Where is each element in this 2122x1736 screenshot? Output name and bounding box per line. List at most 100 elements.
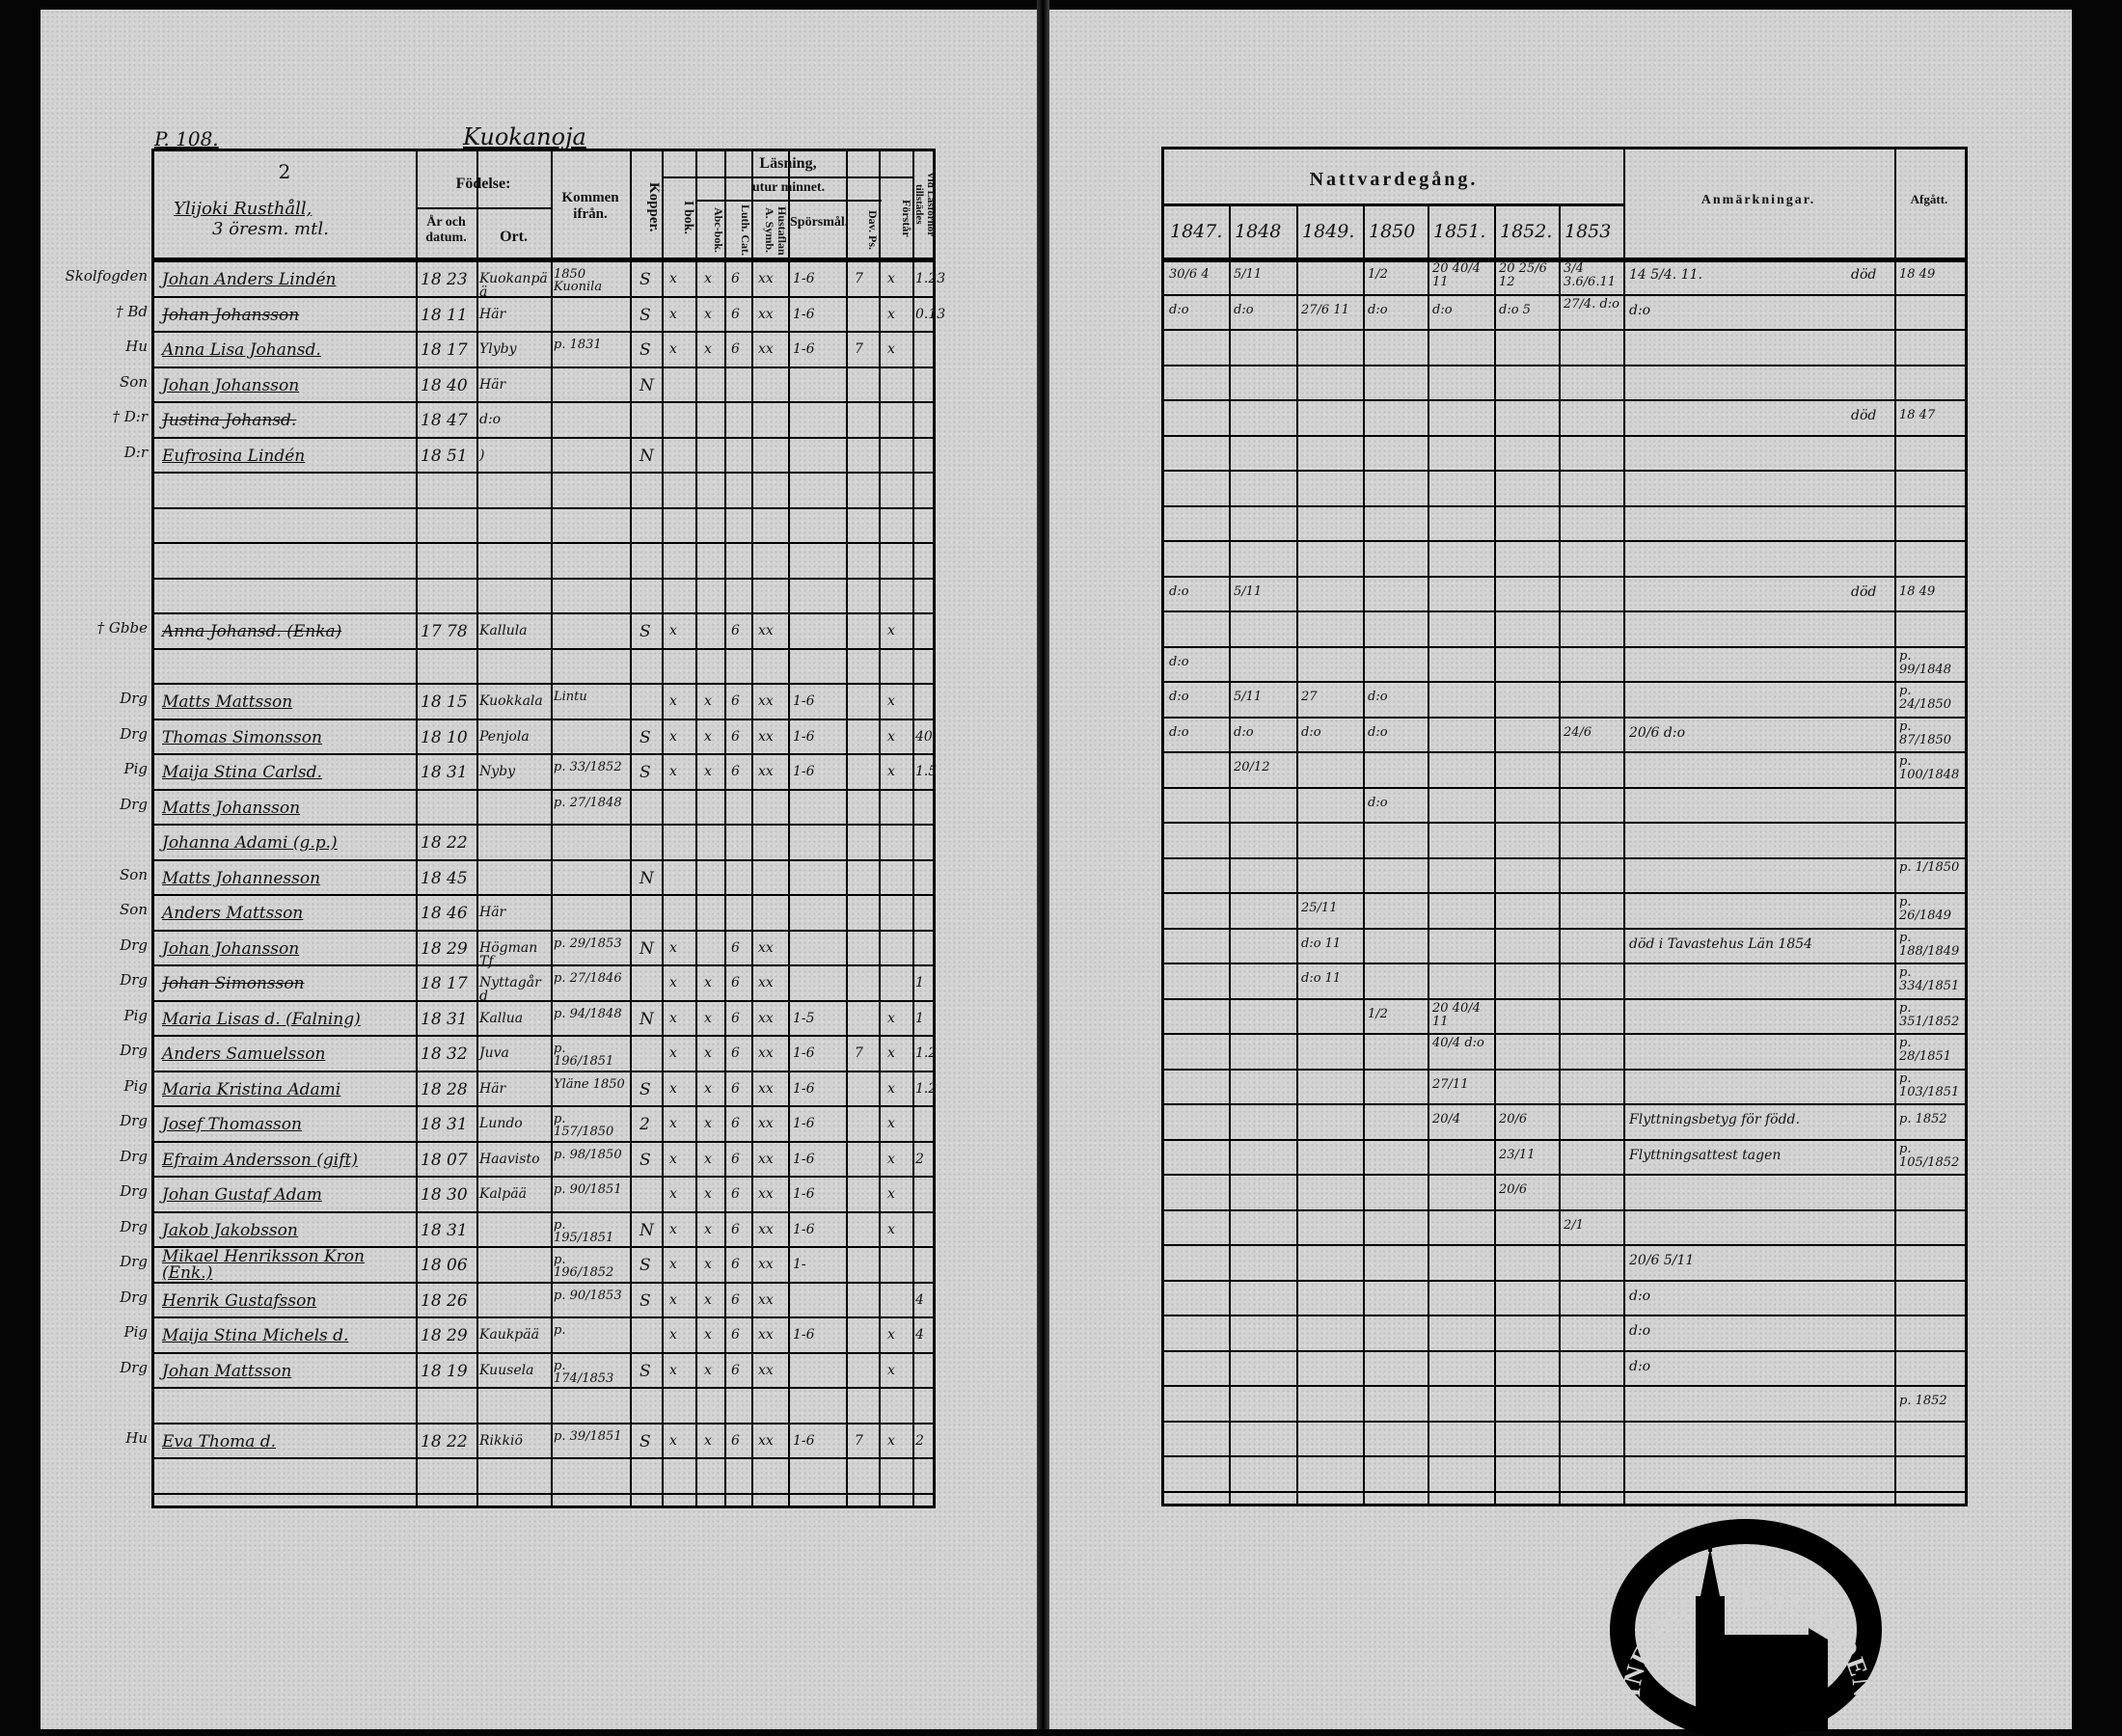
reading-mark: xx (758, 975, 774, 990)
person-name: Johan Mattsson (162, 1361, 292, 1381)
reading-mark: 6 (731, 1151, 740, 1167)
moved-from: p. 196/1852 (554, 1253, 614, 1280)
smallpox-mark: S (639, 763, 651, 782)
birth-date: 18 07 (421, 1150, 468, 1170)
smallpox-mark: S (639, 622, 651, 641)
row-divider (1164, 1068, 1965, 1071)
person-name: Maria Kristina Adami (162, 1079, 341, 1099)
row-divider (1164, 1208, 1965, 1211)
row-divider (1164, 1385, 1965, 1387)
communion-date: 27/11 (1432, 1076, 1469, 1092)
communion-table: Nattvardegång. Anmärkningar. Afgått. 184… (1161, 147, 1968, 1506)
column-number: 2 (278, 160, 291, 183)
birth-place: Ylyby (479, 341, 517, 357)
header-kommen-ifran: Kommen ifrån. (561, 190, 619, 223)
book-gutter (1037, 0, 1049, 1729)
reading-mark: x (887, 1010, 895, 1026)
margin-note: Drg (120, 1042, 148, 1059)
communion-date: d:o (1169, 583, 1189, 599)
birth-place: Juva (479, 1045, 509, 1061)
person-name: Johan Johansson (162, 305, 300, 325)
reading-mark: 1 (915, 1010, 924, 1026)
row-divider (1164, 856, 1965, 859)
reading-mark: xx (758, 1327, 774, 1343)
reading-mark: 6 (731, 1327, 740, 1343)
communion-date: 24/6 (1564, 724, 1592, 740)
reading-mark: 4 (915, 1291, 924, 1308)
reading-mark: 7 (855, 271, 863, 286)
reading-mark: x (887, 693, 895, 709)
moved-from: p. 196/1851 (554, 1042, 614, 1069)
header-afgatt: Afgått. (1910, 192, 1948, 206)
column-divider (912, 151, 914, 1505)
moved-from: p. 98/1850 (554, 1147, 622, 1162)
row-divider (1164, 927, 1965, 930)
reading-mark: x (704, 306, 712, 322)
reading-mark: 1.23 (915, 271, 946, 286)
header-nattvardegang: Nattvardegång. (1309, 169, 1479, 190)
person-name: Anna Lisa Johansd. (162, 340, 321, 360)
birth-date: 18 31 (421, 1115, 468, 1134)
remark: d:o (1629, 302, 1651, 318)
departure-note: p. 24/1850 (1899, 684, 1952, 712)
reading-mark: x (669, 623, 677, 638)
remark: död i Tavastehus Län 1854 (1629, 936, 1813, 952)
row-divider (1164, 1315, 1965, 1316)
row-divider (1164, 1103, 1965, 1105)
margin-note: Pig (123, 1006, 149, 1024)
reading-mark: x (669, 939, 677, 956)
person-name: Johanna Adami (g.p.) (162, 833, 338, 853)
birth-date: 18 46 (421, 904, 468, 923)
column-divider (1428, 203, 1429, 1504)
reading-mark: x (887, 271, 895, 286)
margin-note: Son (120, 372, 148, 391)
header-forstar: Förstår (900, 199, 913, 237)
reading-mark: x (704, 341, 712, 357)
reading-mark: x (704, 1186, 712, 1202)
reading-mark: 1-6 (793, 1151, 815, 1167)
communion-date: 25/11 (1301, 901, 1338, 915)
communion-date: 30/6 4 (1169, 267, 1210, 282)
reading-mark: 1-6 (793, 1080, 815, 1097)
reading-mark: x (887, 728, 895, 745)
person-name: Matts Johannesson (162, 868, 321, 888)
reading-mark: x (887, 623, 895, 638)
row-divider (154, 753, 933, 755)
row-divider (1164, 293, 1965, 296)
birth-place: d:o (479, 412, 502, 427)
reading-mark: 1-6 (793, 341, 815, 357)
birth-date: 18 19 (421, 1361, 468, 1381)
moved-from: p. 39/1851 (554, 1428, 622, 1444)
departure-note: p. 28/1851 (1899, 1036, 1952, 1064)
departure-note: p. 105/1852 (1899, 1141, 1960, 1170)
birth-place: Kallula (479, 623, 528, 638)
person-name: Eufrosina Lindén (162, 446, 306, 466)
birth-date: 18 31 (421, 1220, 468, 1240)
person-name: Johan Simonsson (162, 974, 305, 993)
reading-mark: 0.13 (915, 306, 946, 322)
communion-date: 1/2 (1368, 267, 1388, 282)
column-divider (788, 151, 790, 1505)
year-header: 1847. (1170, 221, 1223, 242)
communion-date: 23/11 (1499, 1147, 1536, 1162)
reading-mark: x (669, 1151, 677, 1167)
communion-date: 2/1 (1564, 1217, 1584, 1233)
column-divider (1296, 203, 1298, 1504)
departure-note: p. 1852 (1899, 1394, 1947, 1408)
reading-mark: x (887, 1186, 895, 1202)
row-divider (154, 718, 933, 720)
column-divider (476, 151, 478, 1505)
margin-note: Drg (120, 1358, 148, 1376)
row-divider (1164, 1455, 1965, 1457)
reading-mark: 6 (731, 1116, 740, 1131)
row-divider (154, 929, 933, 932)
communion-date: 20/4 (1432, 1112, 1461, 1126)
row-divider (154, 1316, 933, 1318)
row-divider (1164, 610, 1965, 612)
smallpox-mark: S (639, 1150, 651, 1170)
departure-note: p. 188/1849 (1899, 930, 1960, 959)
reading-mark: x (669, 1010, 677, 1026)
row-divider (154, 999, 933, 1002)
margin-note: † D:r (112, 408, 148, 425)
margin-note: Hu (125, 1428, 148, 1447)
